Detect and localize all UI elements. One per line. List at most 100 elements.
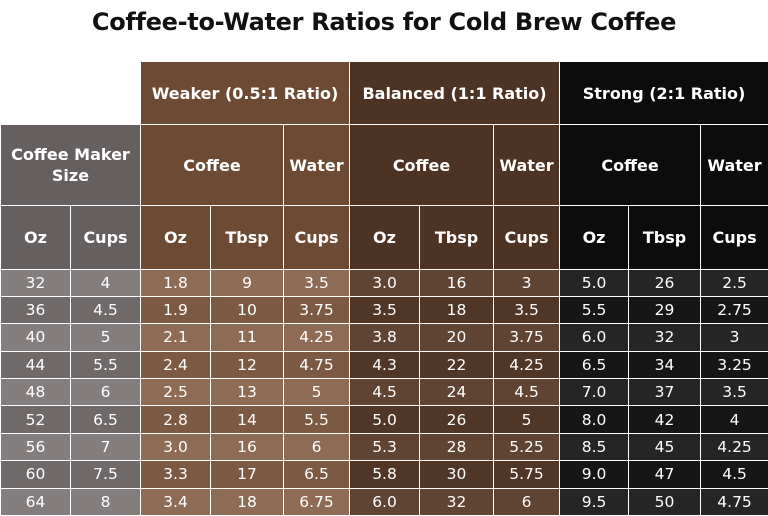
unit-header-maker-oz: Oz: [0, 205, 71, 270]
cell-strong-coffee-tbsp: 32: [628, 323, 702, 352]
cell-maker-oz: 44: [0, 350, 71, 380]
unit-header-strong-cups: Cups: [700, 205, 768, 270]
table-row: 36 4.5 1.9 10 3.75 3.5 18 3.5 5.5 29 2.75: [0, 295, 768, 325]
weaker-water-header: Water: [282, 124, 351, 207]
unit-header-balanced-tbsp: Tbsp: [419, 205, 495, 270]
cell-balanced-coffee-tbsp: 32: [419, 487, 495, 516]
cell-maker-cups: 5: [70, 323, 141, 352]
cell-weaker-coffee-tbsp: 10: [210, 295, 284, 325]
cell-balanced-coffee-tbsp: 20: [419, 323, 495, 352]
cell-balanced-coffee-tbsp: 26: [419, 405, 495, 434]
cell-balanced-coffee-oz: 3.5: [349, 295, 421, 325]
cell-strong-coffee-oz: 7.0: [559, 378, 630, 407]
cell-strong-coffee-oz: 9.5: [559, 487, 630, 516]
cell-weaker-coffee-oz: 2.1: [140, 323, 211, 352]
cell-weaker-coffee-tbsp: 17: [210, 460, 284, 489]
cell-weaker-water-cups: 3.5: [282, 268, 351, 297]
cell-strong-water-cups: 4.75: [700, 487, 768, 516]
cell-strong-water-cups: 4.5: [700, 460, 768, 489]
group-header-balanced: Balanced (1:1 Ratio): [349, 60, 561, 126]
cell-balanced-water-cups: 5.25: [493, 432, 561, 462]
cell-weaker-coffee-oz: 2.4: [140, 350, 211, 380]
cell-strong-coffee-oz: 6.5: [559, 350, 630, 380]
cell-weaker-coffee-oz: 3.0: [140, 432, 211, 462]
unit-header-balanced-cups: Cups: [493, 205, 561, 270]
cell-balanced-coffee-oz: 3.0: [349, 268, 421, 297]
cell-balanced-water-cups: 3: [493, 268, 561, 297]
cell-strong-water-cups: 2.75: [700, 295, 768, 325]
empty-corner: [0, 60, 141, 126]
cell-balanced-water-cups: 3.5: [493, 295, 561, 325]
cell-maker-cups: 6: [70, 378, 141, 407]
cell-balanced-coffee-oz: 5.8: [349, 460, 421, 489]
cell-balanced-coffee-oz: 5.0: [349, 405, 421, 434]
unit-header-maker-cups: Cups: [70, 205, 141, 270]
unit-header-strong-oz: Oz: [559, 205, 630, 270]
cell-balanced-water-cups: 4.5: [493, 378, 561, 407]
cell-strong-coffee-oz: 9.0: [559, 460, 630, 489]
cell-strong-coffee-oz: 6.0: [559, 323, 630, 352]
cell-strong-coffee-tbsp: 42: [628, 405, 702, 434]
page-title: Coffee-to-Water Ratios for Cold Brew Cof…: [91, 8, 677, 36]
cell-balanced-coffee-tbsp: 24: [419, 378, 495, 407]
cell-maker-oz: 64: [0, 487, 71, 516]
cell-weaker-coffee-oz: 2.5: [140, 378, 211, 407]
cell-weaker-coffee-tbsp: 16: [210, 432, 284, 462]
cell-weaker-coffee-tbsp: 12: [210, 350, 284, 380]
cell-balanced-water-cups: 5: [493, 405, 561, 434]
cell-maker-oz: 40: [0, 323, 71, 352]
cell-weaker-coffee-oz: 1.8: [140, 268, 211, 297]
ratio-table: Weaker (0.5:1 Ratio) Balanced (1:1 Ratio…: [0, 60, 768, 516]
cell-strong-water-cups: 2.5: [700, 268, 768, 297]
table-body: 32 4 1.8 9 3.5 3.0 16 3 5.0 26 2.5 36 4.5 1.9 10 3.75 3.…: [0, 268, 768, 516]
cell-balanced-coffee-tbsp: 28: [419, 432, 495, 462]
cell-strong-coffee-oz: 5.0: [559, 268, 630, 297]
table-row: 48 6 2.5 13 5 4.5 24 4.5 7.0 37 3.5: [0, 378, 768, 407]
cell-strong-coffee-tbsp: 26: [628, 268, 702, 297]
unit-header-weaker-cups: Cups: [282, 205, 351, 270]
cell-strong-water-cups: 4: [700, 405, 768, 434]
table-row: 60 7.5 3.3 17 6.5 5.8 30 5.75 9.0 47 4.5: [0, 460, 768, 489]
cell-balanced-coffee-oz: 3.8: [349, 323, 421, 352]
cell-maker-cups: 4.5: [70, 295, 141, 325]
cell-weaker-water-cups: 5: [282, 378, 351, 407]
cell-weaker-water-cups: 6.75: [282, 487, 351, 516]
unit-header-strong-tbsp: Tbsp: [628, 205, 702, 270]
cell-weaker-coffee-oz: 3.4: [140, 487, 211, 516]
balanced-coffee-header: Coffee: [349, 124, 495, 207]
cell-balanced-water-cups: 6: [493, 487, 561, 516]
cell-maker-cups: 7: [70, 432, 141, 462]
cell-balanced-coffee-oz: 5.3: [349, 432, 421, 462]
cell-balanced-coffee-tbsp: 22: [419, 350, 495, 380]
group-header-weaker: Weaker (0.5:1 Ratio): [139, 60, 351, 126]
cell-weaker-water-cups: 6.5: [282, 460, 351, 489]
cell-maker-cups: 8: [70, 487, 141, 516]
cell-strong-water-cups: 3: [700, 323, 768, 352]
unit-header-weaker-tbsp: Tbsp: [210, 205, 284, 270]
cell-maker-cups: 7.5: [70, 460, 141, 489]
cell-weaker-water-cups: 4.75: [282, 350, 351, 380]
cell-weaker-coffee-tbsp: 13: [210, 378, 284, 407]
coffee-maker-size-header: Coffee Maker Size: [0, 124, 141, 207]
weaker-coffee-header: Coffee: [140, 124, 284, 207]
cell-balanced-water-cups: 4.25: [493, 350, 561, 380]
cell-maker-oz: 52: [0, 405, 71, 434]
table-row: 52 6.5 2.8 14 5.5 5.0 26 5 8.0 42 4: [0, 405, 768, 434]
table-row: 32 4 1.8 9 3.5 3.0 16 3 5.0 26 2.5: [0, 268, 768, 297]
cell-maker-oz: 56: [0, 432, 71, 462]
cell-balanced-coffee-oz: 4.3: [349, 350, 421, 380]
cell-weaker-water-cups: 4.25: [282, 323, 351, 352]
table-row: 44 5.5 2.4 12 4.75 4.3 22 4.25 6.5 34 3.25: [0, 350, 768, 380]
cell-weaker-coffee-oz: 2.8: [140, 405, 211, 434]
cell-strong-coffee-tbsp: 29: [628, 295, 702, 325]
strong-water-header: Water: [700, 124, 768, 207]
cell-weaker-coffee-tbsp: 14: [210, 405, 284, 434]
cell-weaker-coffee-tbsp: 11: [210, 323, 284, 352]
cell-maker-oz: 32: [0, 268, 71, 297]
strong-coffee-header: Coffee: [559, 124, 702, 207]
balanced-water-header: Water: [493, 124, 561, 207]
cell-strong-water-cups: 3.5: [700, 378, 768, 407]
cell-balanced-water-cups: 3.75: [493, 323, 561, 352]
cell-strong-water-cups: 4.25: [700, 432, 768, 462]
unit-header-row: Oz Cups Oz Tbsp Cups Oz Tbsp Cups Oz Tbs…: [0, 205, 768, 270]
